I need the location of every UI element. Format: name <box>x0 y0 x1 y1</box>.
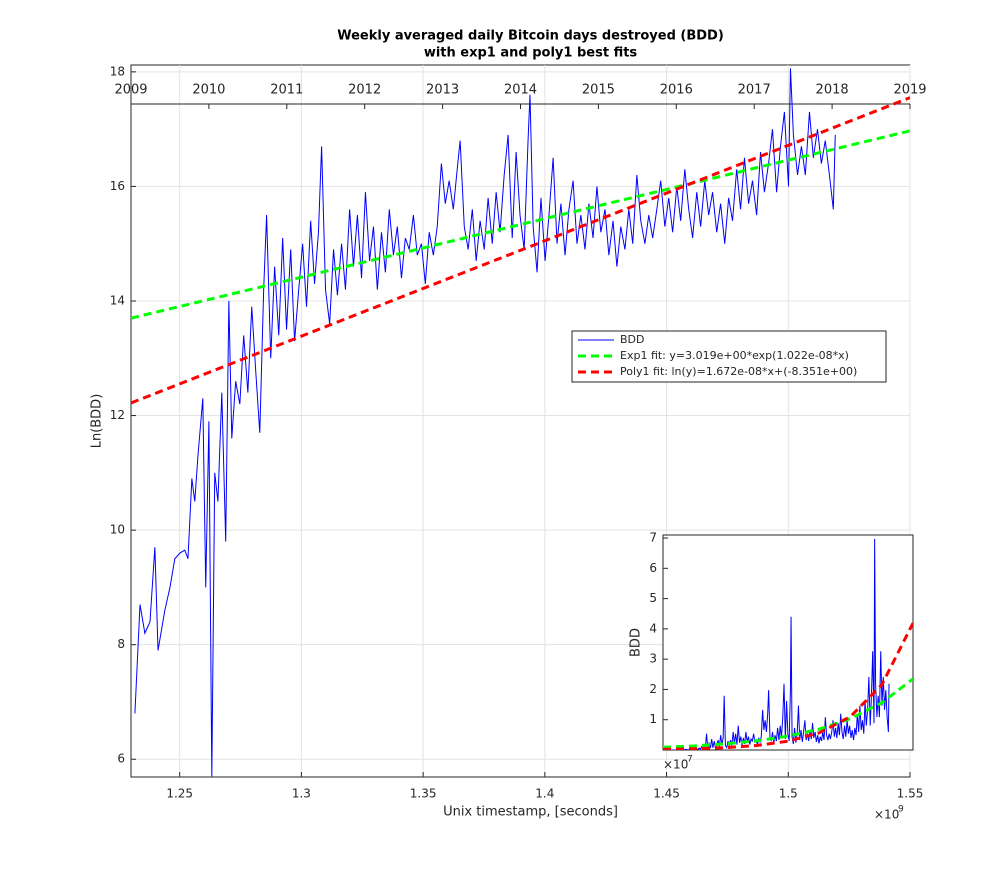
y-tick-label: 4 <box>649 621 657 635</box>
axis-multiplier: ×10 <box>663 758 688 772</box>
y-axis-label: Ln(BDD) <box>90 394 105 449</box>
x-tick-label: 1.35 <box>410 787 437 801</box>
x-tick-label: 1.4 <box>535 787 554 801</box>
series-line <box>134 68 836 777</box>
y-tick-label: 6 <box>117 752 125 766</box>
top-axis-label: 2014 <box>504 83 537 98</box>
axis-multiplier: ×10 <box>874 808 899 822</box>
series-line <box>663 622 913 750</box>
y-tick-label: 8 <box>117 637 125 651</box>
x-tick-label: 1.3 <box>292 787 311 801</box>
plot-area <box>662 534 914 751</box>
plot-lines <box>131 68 910 777</box>
top-axis-label: 2016 <box>660 83 693 98</box>
y-axis-label: BDD <box>629 628 644 657</box>
legend-label: BDD <box>620 333 645 346</box>
y-tick-label: 2 <box>649 682 657 696</box>
top-axis-label: 2010 <box>192 83 225 98</box>
x-axis-label: Unix timestamp, [seconds] <box>443 805 618 820</box>
x-tick-label: 1.5 <box>779 787 798 801</box>
x-tick-label: 1.55 <box>897 787 924 801</box>
y-tick-label: 6 <box>649 561 657 575</box>
series-line <box>663 677 913 749</box>
chart-title: with exp1 and poly1 best fits <box>424 46 638 61</box>
y-tick-label: 5 <box>649 591 657 605</box>
legend-label: Poly1 fit: ln(y)=1.672e-08*x+(-8.351e+00… <box>620 365 857 378</box>
chart-title: Weekly averaged daily Bitcoin days destr… <box>337 29 724 44</box>
y-tick-label: 1 <box>649 712 657 726</box>
top-axis-label: 2017 <box>738 83 771 98</box>
top-axis-label: 2013 <box>426 83 459 98</box>
y-tick-label: 7 <box>649 531 657 545</box>
top-axis-label: 2019 <box>893 83 926 98</box>
y-tick-label: 10 <box>110 523 125 537</box>
top-axis-label: 2011 <box>270 83 303 98</box>
top-axis-label: 2018 <box>816 83 849 98</box>
y-tick-label: 14 <box>110 293 125 307</box>
y-tick-label: 18 <box>110 64 125 78</box>
top-axis-label: 2012 <box>348 83 381 98</box>
legend-label: Exp1 fit: y=3.019e+00*exp(1.022e-08*x) <box>620 349 849 362</box>
y-tick-label: 3 <box>649 652 657 666</box>
series-line <box>131 96 910 405</box>
y-tick-label: 16 <box>110 179 125 193</box>
axis-multiplier-exponent: 9 <box>898 805 904 815</box>
plot-lines <box>663 538 913 750</box>
axis-multiplier-exponent: 7 <box>687 755 693 765</box>
top-axis-label: 2015 <box>582 83 615 98</box>
y-tick-label: 12 <box>110 408 125 422</box>
series-line <box>131 129 910 320</box>
x-tick-label: 1.25 <box>166 787 193 801</box>
x-tick-label: 1.45 <box>653 787 680 801</box>
legend-box <box>571 330 887 383</box>
top-axis-label: 2009 <box>114 83 147 98</box>
